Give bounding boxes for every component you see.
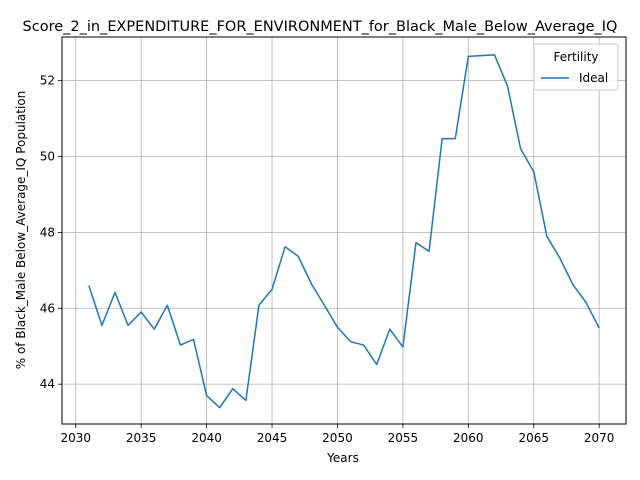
series-line-ideal bbox=[88, 54, 600, 409]
x-tick-label: 2070 bbox=[584, 431, 615, 445]
x-tick-label: 2065 bbox=[518, 431, 549, 445]
x-tick-label: 2055 bbox=[388, 431, 419, 445]
x-tick-label: 2040 bbox=[191, 431, 222, 445]
x-tick-label: 2045 bbox=[257, 431, 288, 445]
legend: Fertility Ideal bbox=[533, 43, 619, 91]
x-tick-label: 2050 bbox=[322, 431, 353, 445]
y-tick-label: 48 bbox=[40, 225, 55, 239]
chart-title: Score_2_in_EXPENDITURE_FOR_ENVIRONMENT_f… bbox=[23, 19, 618, 35]
y-tick-label: 52 bbox=[40, 74, 55, 88]
grid-lines bbox=[62, 37, 626, 424]
y-tick-label: 46 bbox=[40, 301, 55, 315]
y-tick-label: 44 bbox=[40, 377, 55, 391]
series-layer bbox=[88, 54, 600, 409]
x-tick-label: 2035 bbox=[126, 431, 157, 445]
legend-entry-ideal: Ideal bbox=[579, 71, 608, 85]
y-axis-label: % of Black_Male Below_Average_IQ Populat… bbox=[14, 91, 28, 370]
x-axis-label: Years bbox=[326, 451, 359, 465]
y-tick-label: 50 bbox=[40, 150, 55, 164]
legend-title: Fertility bbox=[553, 50, 598, 64]
x-tick-label: 2030 bbox=[60, 431, 91, 445]
plot-frame bbox=[61, 36, 627, 425]
x-tick-label: 2060 bbox=[453, 431, 484, 445]
x-axis-ticks: 2030 2035 2040 2045 2050 2055 2060 2065 2070 bbox=[60, 424, 614, 445]
y-axis-ticks: 44 46 48 50 52 bbox=[40, 74, 62, 391]
